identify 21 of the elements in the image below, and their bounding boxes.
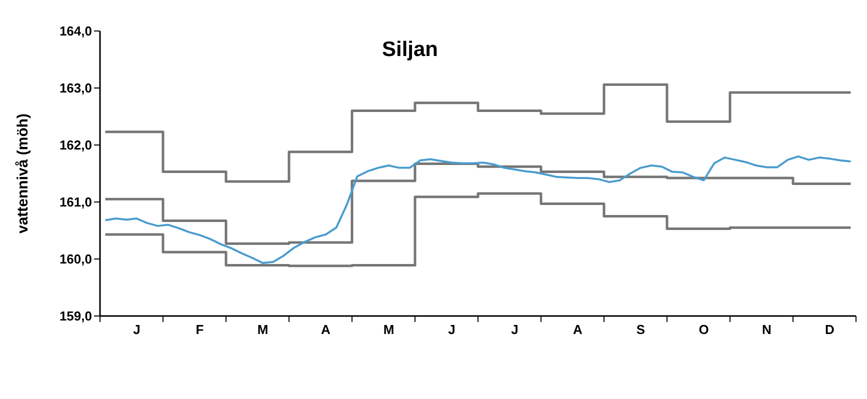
y-tick-label: 163,0 — [59, 80, 92, 96]
line-series — [104, 155, 852, 264]
chart-title: Siljan — [380, 38, 440, 62]
x-tick-label: N — [762, 322, 772, 337]
x-tick-label: F — [196, 322, 204, 337]
x-tick-label: D — [825, 322, 834, 337]
x-tick-label: A — [321, 322, 332, 337]
x-tick-label: J — [511, 322, 518, 337]
x-tick-label: M — [383, 322, 394, 337]
x-tick-label: J — [133, 322, 140, 337]
x-tick-label: A — [573, 322, 584, 337]
y-tick-label: 162,0 — [59, 138, 92, 153]
x-tick-label: O — [698, 322, 709, 337]
y-tick-label: 160,0 — [59, 252, 92, 267]
x-tick-label: M — [257, 322, 268, 337]
y-tick-label: 159,0 — [59, 308, 92, 324]
y-tick-label: 161,0 — [59, 194, 92, 210]
x-tick-label: J — [448, 322, 456, 337]
y-axis-title: vattennivå (möh) — [14, 113, 32, 234]
x-tick-label: S — [636, 322, 646, 337]
y-tick-label: 164,0 — [59, 24, 92, 39]
